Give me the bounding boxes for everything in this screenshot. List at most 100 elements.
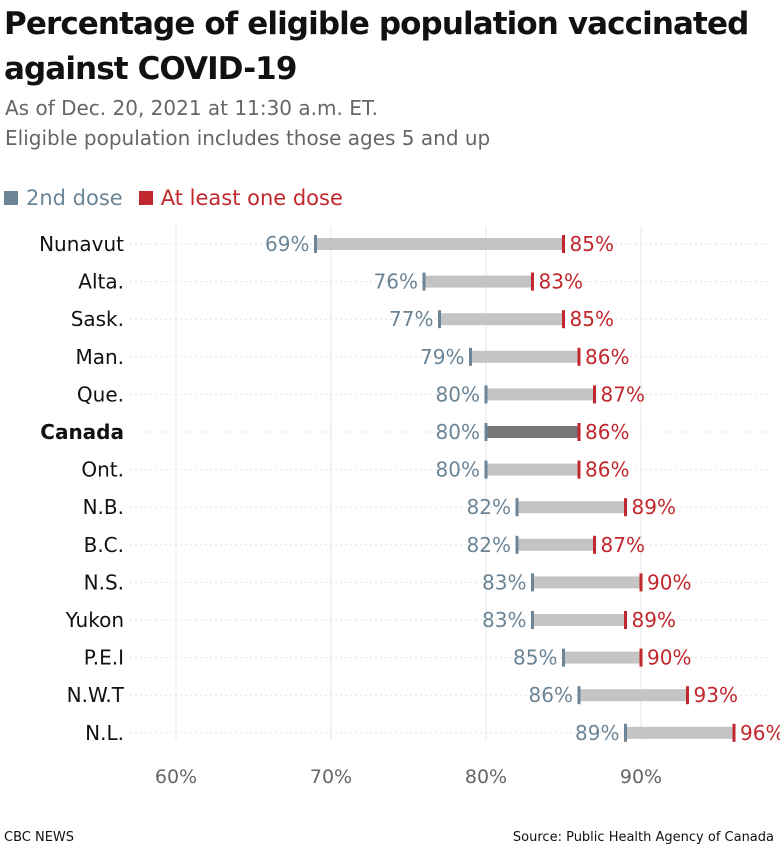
range-bar (486, 388, 595, 401)
second-dose-marker (515, 498, 519, 517)
range-bar (424, 275, 533, 288)
one-dose-value-label: 85% (570, 232, 614, 256)
second-dose-value-label: 80% (436, 458, 480, 482)
second-dose-value-label: 77% (389, 307, 433, 331)
one-dose-value-label: 86% (585, 345, 629, 369)
one-dose-marker (577, 347, 581, 366)
one-dose-value-label: 87% (601, 382, 645, 406)
legend-label-second-dose: 2nd dose (26, 186, 123, 210)
one-dose-marker (624, 498, 627, 517)
category-label: N.B. (83, 495, 124, 519)
range-bar (439, 313, 564, 326)
second-dose-value-label: 86% (529, 683, 573, 707)
range-bar (563, 651, 641, 664)
second-dose-marker (469, 347, 472, 366)
second-dose-marker (531, 573, 534, 592)
one-dose-marker (639, 573, 643, 592)
chart-subtitle-eligibility: Eligible population includes those ages … (5, 126, 491, 150)
one-dose-marker (562, 235, 565, 253)
x-tick-label: 60% (155, 766, 197, 788)
one-dose-value-label: 90% (647, 646, 691, 670)
second-dose-value-label: 82% (467, 533, 511, 557)
legend-item-one-dose: At least one dose (138, 186, 343, 210)
second-dose-marker (438, 310, 441, 329)
second-dose-value-label: 80% (436, 420, 480, 444)
legend-swatch-second-dose (4, 191, 18, 205)
category-label: Nunavut (39, 232, 124, 256)
one-dose-value-label: 89% (632, 495, 676, 519)
category-label: Sask. (71, 307, 124, 331)
second-dose-marker (314, 235, 317, 253)
category-label: Alta. (78, 270, 124, 294)
one-dose-marker (686, 686, 689, 705)
range-bar (579, 689, 688, 702)
range-bar (470, 350, 579, 363)
legend-item-second-dose: 2nd dose (4, 186, 123, 210)
chart-subtitle-date: As of Dec. 20, 2021 at 11:30 a.m. ET. (5, 96, 379, 120)
second-dose-marker (484, 460, 488, 479)
second-dose-value-label: 82% (467, 495, 511, 519)
range-bar (625, 726, 734, 739)
range-bar (532, 614, 626, 626)
footer-source: Source: Public Health Agency of Canada (512, 830, 774, 845)
range-bar (486, 463, 579, 476)
category-label: P.E.I (84, 646, 124, 670)
category-label: N.L. (85, 721, 124, 745)
one-dose-marker (577, 423, 581, 441)
category-label: Man. (75, 345, 124, 369)
one-dose-marker (732, 723, 736, 742)
one-dose-value-label: 83% (539, 270, 583, 294)
x-tick-label: 90% (620, 766, 662, 788)
x-tick-label: 70% (310, 766, 352, 788)
dumbbell-chart: 60% 70% 80% 90% Nunavut 69% 85% Alta. 76% 83% Sask… (39, 226, 780, 788)
one-dose-marker (624, 611, 627, 629)
footer-credit: CBC NEWS (4, 830, 75, 845)
one-dose-value-label: 96% (740, 721, 780, 745)
legend-swatch-one-dose (138, 191, 153, 205)
one-dose-value-label: 89% (632, 608, 676, 632)
second-dose-value-label: 85% (513, 646, 557, 670)
category-label: Canada (40, 420, 124, 444)
one-dose-marker (531, 272, 534, 291)
category-label: Yukon (65, 608, 124, 632)
one-dose-marker (593, 535, 596, 554)
second-dose-marker (515, 535, 519, 554)
category-label: B.C. (84, 533, 124, 557)
one-dose-value-label: 85% (570, 307, 614, 331)
second-dose-value-label: 69% (265, 232, 309, 256)
range-bar (517, 501, 626, 514)
one-dose-marker (562, 310, 565, 329)
second-dose-marker (531, 611, 534, 629)
one-dose-value-label: 86% (585, 458, 629, 482)
one-dose-marker (577, 460, 581, 479)
category-label: Ont. (81, 458, 124, 482)
category-label: N.S. (84, 570, 124, 594)
one-dose-marker (639, 648, 643, 667)
one-dose-value-label: 87% (601, 533, 645, 557)
second-dose-marker (422, 272, 426, 291)
chart-legend: 2nd dose At least one dose (4, 186, 359, 210)
second-dose-value-label: 76% (374, 270, 418, 294)
second-dose-marker (484, 423, 488, 441)
category-label: Que. (77, 382, 124, 406)
range-bar (532, 576, 641, 589)
chart-title: Percentage of eligible population vaccin… (4, 6, 749, 87)
range-bar (517, 538, 595, 551)
range-bar (486, 426, 579, 438)
second-dose-marker (484, 385, 488, 404)
x-tick-label: 80% (465, 766, 507, 788)
one-dose-value-label: 90% (647, 570, 691, 594)
second-dose-marker (624, 723, 627, 742)
one-dose-value-label: 86% (585, 420, 629, 444)
second-dose-marker (562, 648, 565, 667)
legend-label-one-dose: At least one dose (160, 186, 343, 210)
category-label: N.W.T (67, 683, 125, 707)
second-dose-value-label: 80% (436, 382, 480, 406)
second-dose-value-label: 79% (420, 345, 464, 369)
second-dose-marker (577, 686, 581, 705)
second-dose-value-label: 83% (482, 608, 526, 632)
second-dose-value-label: 89% (575, 721, 619, 745)
one-dose-value-label: 93% (694, 683, 738, 707)
range-bar (315, 238, 564, 250)
one-dose-marker (593, 385, 596, 404)
